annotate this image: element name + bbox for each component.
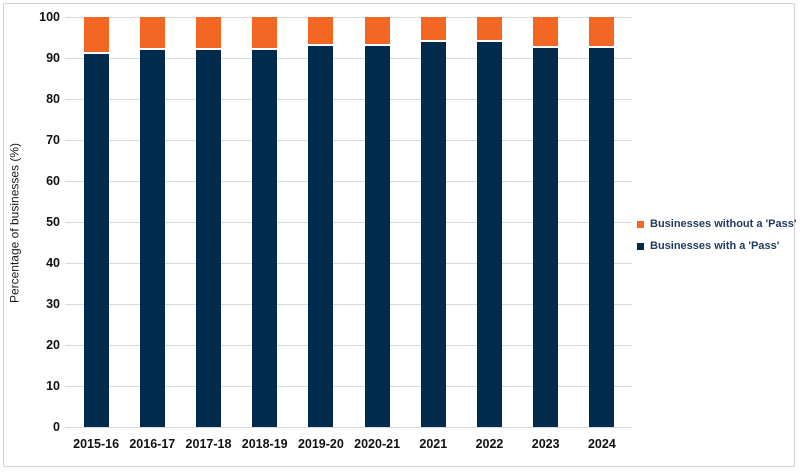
gridline-30 <box>65 304 632 305</box>
bar-2018-19 <box>252 17 278 427</box>
gridline-60 <box>65 181 632 182</box>
legend-swatch-with-pass <box>637 243 644 250</box>
y-tick-label-50: 50 <box>46 214 60 229</box>
bar-segment-without-pass <box>364 17 390 45</box>
bar-segment-without-pass <box>196 17 221 49</box>
bar-2020-21 <box>364 17 390 427</box>
bar-2015-16 <box>83 17 109 427</box>
legend-swatch-without-pass <box>637 221 644 228</box>
bar-segment-without-pass <box>83 17 109 53</box>
y-tick-label-70: 70 <box>46 132 60 147</box>
x-tick-label-2020-21: 2020-21 <box>354 437 401 451</box>
bar-segment-with-pass <box>196 49 221 427</box>
y-tick-label-40: 40 <box>46 255 60 270</box>
bar-segment-with-pass <box>308 45 334 427</box>
bar-segment-divider <box>83 52 109 54</box>
legend-label: Businesses with a 'Pass' <box>650 240 780 252</box>
x-tick-label-2018-19: 2018-19 <box>241 437 288 451</box>
x-tick-label-2017-18: 2017-18 <box>185 437 232 451</box>
bar-segment-with-pass <box>477 41 502 427</box>
chart-frame <box>3 3 795 467</box>
y-tick-label-10: 10 <box>46 378 60 393</box>
bar-segment-without-pass <box>477 17 502 41</box>
chart-legend: Businesses without a 'Pass' Businesses wi… <box>637 217 797 261</box>
bar-segment-with-pass <box>364 45 390 427</box>
gridline-50 <box>65 222 632 223</box>
y-tick-label-20: 20 <box>46 337 60 352</box>
gridline-70 <box>65 140 632 141</box>
legend-label: Businesses without a 'Pass' <box>650 218 797 230</box>
bar-segment-divider <box>139 48 165 50</box>
bar-segment-without-pass <box>308 17 334 45</box>
legend-item-with-pass: Businesses with a 'Pass' <box>637 239 797 254</box>
x-tick-label-2024: 2024 <box>587 437 616 451</box>
gridline-100 <box>65 17 632 18</box>
x-tick-label-2022: 2022 <box>475 437 504 451</box>
bar-segment-divider <box>589 46 615 48</box>
x-tick-label-2016-17: 2016-17 <box>129 437 176 451</box>
bar-segment-with-pass <box>589 47 615 427</box>
bar-2021 <box>420 17 446 427</box>
y-tick-label-60: 60 <box>46 173 60 188</box>
y-tick-label-0: 0 <box>53 419 60 434</box>
bar-segment-with-pass <box>139 49 165 427</box>
bar-segment-without-pass <box>420 17 446 41</box>
y-tick-label-90: 90 <box>46 50 60 65</box>
x-tick-label-2019-20: 2019-20 <box>297 437 344 451</box>
bar-2019-20 <box>308 17 334 427</box>
gridline-40 <box>65 263 632 264</box>
bar-segment-divider <box>533 46 559 48</box>
bar-segment-without-pass <box>589 17 615 47</box>
bar-2022 <box>477 17 502 427</box>
bar-segment-with-pass <box>420 41 446 427</box>
bar-segment-divider <box>196 48 221 50</box>
y-tick-label-100: 100 <box>39 9 60 24</box>
gridline-90 <box>65 58 632 59</box>
gridline-10 <box>65 386 632 387</box>
bar-segment-divider <box>477 40 502 42</box>
y-tick-label-30: 30 <box>46 296 60 311</box>
bar-segment-without-pass <box>252 17 278 49</box>
gridline-20 <box>65 345 632 346</box>
bar-segment-divider <box>364 44 390 46</box>
gridline-0 <box>65 427 632 428</box>
bar-segment-divider <box>420 40 446 42</box>
bar-segment-with-pass <box>83 53 109 427</box>
bar-segment-without-pass <box>533 17 559 47</box>
bar-2017-18 <box>196 17 221 427</box>
y-tick-label-80: 80 <box>46 91 60 106</box>
x-tick-label-2021: 2021 <box>419 437 448 451</box>
bar-segment-divider <box>308 44 334 46</box>
x-tick-label-2023: 2023 <box>531 437 560 451</box>
bar-2023 <box>533 17 559 427</box>
legend-item-without-pass: Businesses without a 'Pass' <box>637 217 797 232</box>
gridline-80 <box>65 99 632 100</box>
bar-segment-with-pass <box>533 47 559 427</box>
bar-2016-17 <box>139 17 165 427</box>
x-tick-label-2015-16: 2015-16 <box>73 437 120 451</box>
bar-segment-with-pass <box>252 49 278 427</box>
bar-segment-without-pass <box>139 17 165 49</box>
bar-2024 <box>589 17 615 427</box>
bar-segment-divider <box>252 48 278 50</box>
